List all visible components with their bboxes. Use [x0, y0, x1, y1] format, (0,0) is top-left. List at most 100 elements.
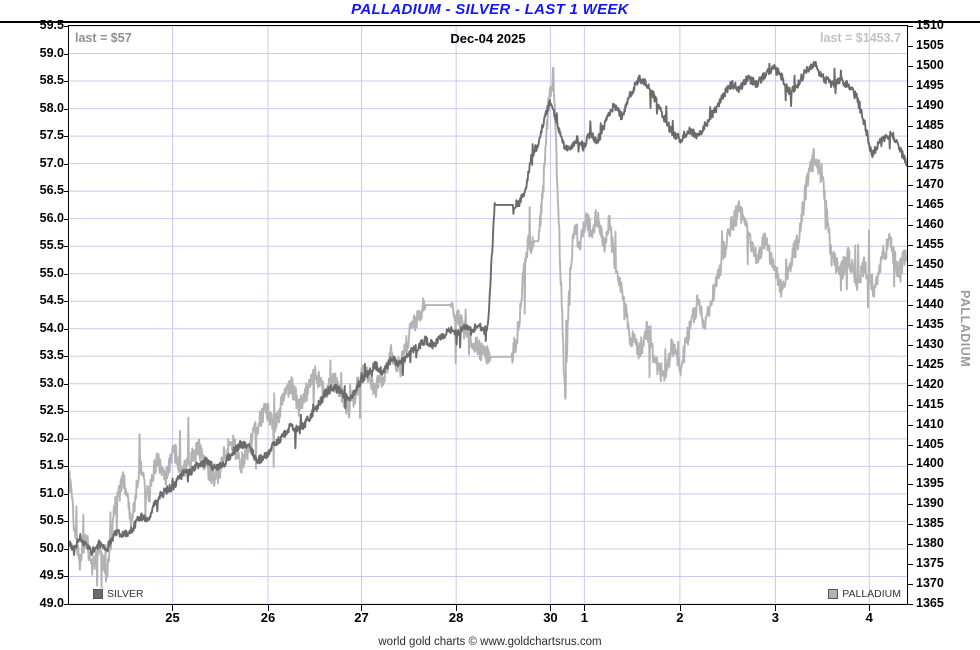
y-tick-right-1395: 1395	[916, 476, 944, 491]
y-tick-right-1480: 1480	[916, 137, 944, 152]
y-tickmark	[908, 384, 913, 386]
y-tick-left-55.5: 55.5	[39, 238, 64, 253]
y-tickmark	[64, 218, 69, 220]
y-tick-right-1505: 1505	[916, 37, 944, 52]
y-tickmark	[908, 404, 913, 406]
y-tick-right-1495: 1495	[916, 77, 944, 92]
y-tickmark	[64, 438, 69, 440]
y-tickmark	[908, 85, 913, 87]
y-tick-left-49.0: 49.0	[39, 596, 64, 610]
data-lines	[69, 60, 907, 589]
y-tickmark	[64, 576, 69, 578]
y-tickmark	[908, 105, 913, 107]
y-tickmark	[908, 225, 913, 227]
y-tickmark	[908, 26, 913, 27]
y-tickmark	[64, 411, 69, 413]
palladium-swatch-icon	[828, 589, 839, 599]
x-tickmark	[361, 605, 363, 611]
x-tick-3: 3	[771, 610, 780, 625]
y-tickmark	[64, 108, 69, 110]
footer-credit: world gold charts © www.goldchartsrus.co…	[378, 636, 602, 648]
title-divider	[0, 21, 980, 23]
y-tickmark	[908, 584, 913, 586]
y-tick-right-1415: 1415	[916, 396, 944, 411]
y-tickmark	[64, 246, 69, 248]
y-tick-right-1445: 1445	[916, 277, 944, 292]
y-tickmark	[64, 136, 69, 138]
x-tickmark	[775, 605, 777, 611]
y-tick-right-1400: 1400	[916, 456, 944, 471]
y-tick-left-58.0: 58.0	[39, 100, 64, 115]
y-tickmark	[908, 544, 913, 546]
y-tick-left-56.5: 56.5	[39, 183, 64, 198]
y-tickmark	[64, 328, 69, 330]
y-tickmark	[908, 185, 913, 187]
legend-silver-label: SILVER	[107, 588, 144, 600]
y-tickmark	[64, 521, 69, 523]
y-tickmark	[908, 344, 913, 346]
silver-last-label: last = $57	[75, 31, 132, 45]
x-tick-26: 26	[260, 610, 276, 625]
y-tickmark	[908, 564, 913, 566]
y-tick-right-1370: 1370	[916, 576, 944, 591]
y-tick-left-52.0: 52.0	[39, 430, 64, 445]
y-tickmark	[64, 604, 69, 605]
y-tickmark	[64, 53, 69, 55]
legend-palladium[interactable]: PALLADIUM	[828, 588, 901, 600]
x-tickmark	[268, 605, 270, 611]
y-tickmark	[64, 383, 69, 385]
y-tick-right-1375: 1375	[916, 556, 944, 571]
y-tickmark	[908, 265, 913, 267]
y-tickmark	[908, 484, 913, 486]
y-tick-left-58.5: 58.5	[39, 73, 64, 88]
y-tick-left-53.5: 53.5	[39, 348, 64, 363]
y-tickmark	[908, 165, 913, 167]
y-tick-right-1460: 1460	[916, 217, 944, 232]
page-title: PALLADIUM - SILVER - LAST 1 WEEK	[351, 1, 629, 18]
y-tick-left-59.5: 59.5	[39, 18, 64, 32]
y-tickmark	[908, 324, 913, 326]
y-tick-right-1465: 1465	[916, 197, 944, 212]
legend-silver[interactable]: SILVER	[93, 588, 144, 600]
y-tickmark	[64, 466, 69, 468]
y-tickmark	[64, 81, 69, 83]
y-tickmark	[908, 245, 913, 247]
y-tickmark	[64, 26, 69, 27]
y-tickmark	[908, 125, 913, 127]
y-tickmark	[908, 305, 913, 307]
y-tick-right-1485: 1485	[916, 117, 944, 132]
y-tickmark	[908, 504, 913, 506]
date-stamp: Dec-04 2025	[450, 31, 526, 46]
y-tick-left-57.5: 57.5	[39, 128, 64, 143]
y-tick-left-57.0: 57.0	[39, 155, 64, 170]
y-tickmark	[908, 464, 913, 466]
legend-palladium-label: PALLADIUM	[842, 588, 901, 600]
y-tick-right-1420: 1420	[916, 376, 944, 391]
y-tickmark	[908, 524, 913, 526]
plot-area[interactable]: last = $57 Dec-04 2025 last = $1453.7 SI…	[68, 25, 908, 605]
x-tickmark	[172, 605, 174, 611]
y-tick-right-1450: 1450	[916, 257, 944, 272]
y-tick-left-54.0: 54.0	[39, 320, 64, 335]
y-tick-right-1425: 1425	[916, 356, 944, 371]
y-tick-right-1430: 1430	[916, 336, 944, 351]
y-tick-right-1470: 1470	[916, 177, 944, 192]
y-tick-right-1500: 1500	[916, 57, 944, 72]
x-tickmark	[869, 605, 871, 611]
y-tick-left-49.5: 49.5	[39, 568, 64, 583]
y-tickmark	[908, 45, 913, 47]
y-tickmark	[64, 273, 69, 275]
y-tick-left-50.5: 50.5	[39, 513, 64, 528]
y-tickmark	[908, 364, 913, 366]
y-tick-left-51.0: 51.0	[39, 485, 64, 500]
y-tickmark	[64, 493, 69, 495]
y-tick-right-1455: 1455	[916, 237, 944, 252]
y-tick-right-1410: 1410	[916, 416, 944, 431]
x-tickmark	[456, 605, 458, 611]
y-tick-left-50.0: 50.0	[39, 540, 64, 555]
y-tick-right-1435: 1435	[916, 316, 944, 331]
y-tick-right-1440: 1440	[916, 297, 944, 312]
y-tick-left-54.5: 54.5	[39, 293, 64, 308]
gridlines	[69, 26, 907, 604]
